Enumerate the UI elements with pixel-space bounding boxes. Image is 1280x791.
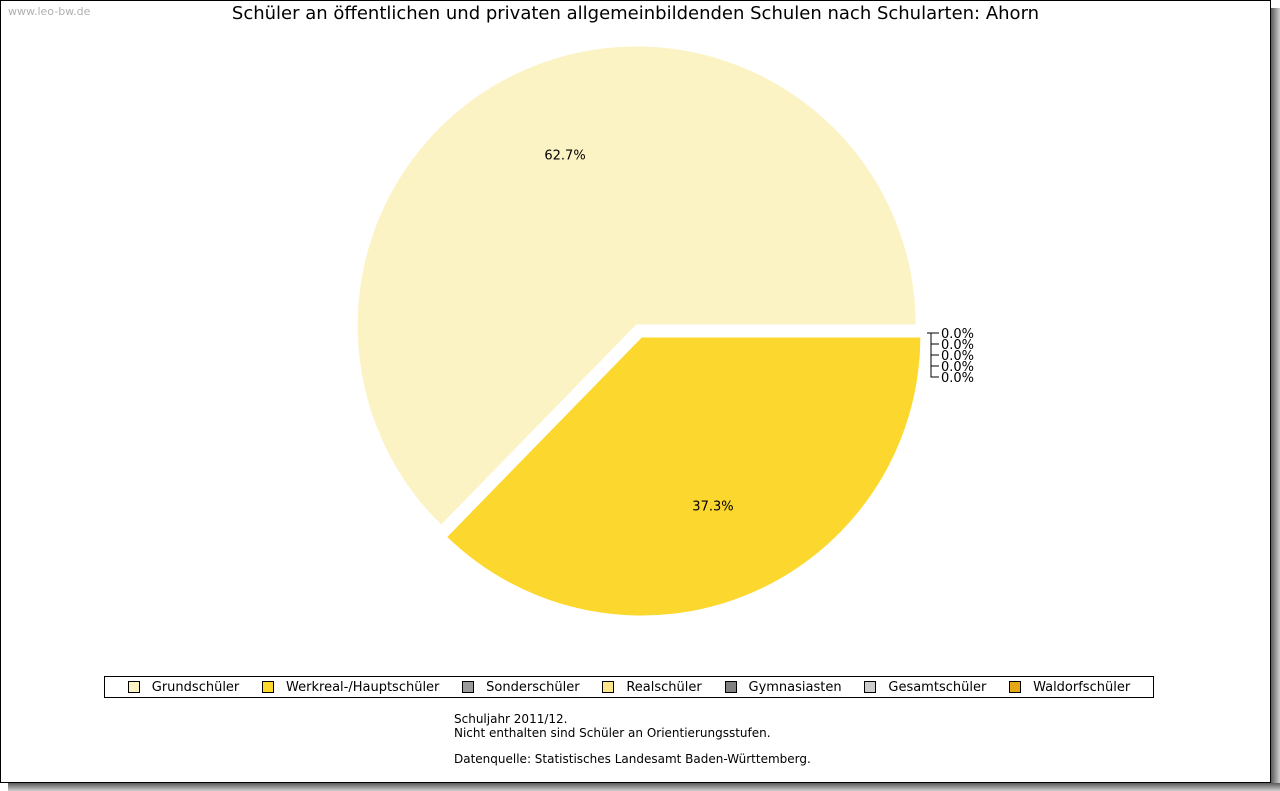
legend-item: Werkreal-/Hauptschüler <box>262 680 439 695</box>
footnotes: Schuljahr 2011/12. Nicht enthalten sind … <box>454 712 811 767</box>
slice-label: 37.3% <box>692 499 733 514</box>
note-school-year: Schuljahr 2011/12. <box>454 712 568 726</box>
slice-label: 0.0% <box>941 360 974 375</box>
frame-shadow-right <box>1271 8 1280 791</box>
slice-label: 0.0% <box>941 349 974 364</box>
pie-slice <box>444 335 923 618</box>
slice-label: 0.0% <box>941 338 974 353</box>
legend-label: Gymnasiasten <box>748 679 842 695</box>
legend-item: Waldorfschüler <box>1009 680 1130 695</box>
legend: Grundschüler Werkreal-/Hauptschüler Sond… <box>104 676 1154 698</box>
legend-item: Gesamtschüler <box>864 680 986 695</box>
legend-label: Grundschüler <box>151 679 240 695</box>
legend-swatch <box>864 681 877 693</box>
slice-label: 62.7% <box>544 149 585 164</box>
leader-line <box>927 332 939 378</box>
note-source: Datenquelle: Statistisches Landesamt Bad… <box>454 752 811 766</box>
legend-swatch <box>602 681 615 693</box>
slice-label: 0.0% <box>941 371 974 386</box>
leader-line <box>927 332 939 367</box>
legend-swatch <box>462 681 475 693</box>
legend-item: Realschüler <box>602 679 702 695</box>
legend-item: Grundschüler <box>127 679 240 695</box>
legend-swatch <box>1009 681 1022 693</box>
legend-item: Gymnasiasten <box>724 679 842 695</box>
watermark: www.leo-bw.de <box>8 5 91 18</box>
frame-shadow-bottom <box>8 783 1280 791</box>
legend-label: Realschüler <box>626 679 702 695</box>
pie-slices <box>355 44 923 618</box>
pie-slice <box>355 44 918 528</box>
slice-label: 0.0% <box>941 327 974 342</box>
legend-swatch <box>262 681 275 693</box>
chart-title: Schüler an öffentlichen und privaten all… <box>231 3 1040 24</box>
note-exclusion: Nicht enthalten sind Schüler an Orientie… <box>454 725 771 740</box>
legend-label: Sonderschüler <box>486 679 580 695</box>
pie-labels: 62.7%37.3%0.0%0.0%0.0%0.0%0.0% <box>544 149 974 515</box>
legend-swatch <box>127 681 140 693</box>
legend-item: Sonderschüler <box>462 679 580 695</box>
legend-label: Gesamtschüler <box>888 679 987 695</box>
legend-label: Waldorfschüler <box>1033 679 1131 695</box>
legend-label: Werkreal-/Hauptschüler <box>286 679 440 695</box>
leader-line <box>927 332 939 345</box>
legend-swatch <box>724 681 737 693</box>
